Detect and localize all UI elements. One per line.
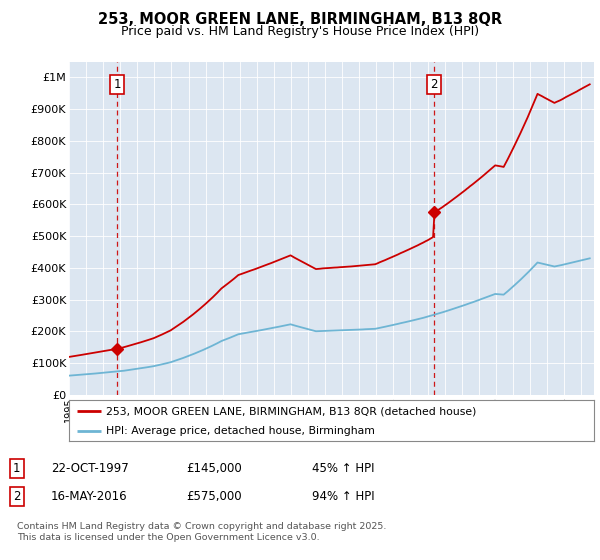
- Text: 1: 1: [113, 78, 121, 91]
- Text: 253, MOOR GREEN LANE, BIRMINGHAM, B13 8QR: 253, MOOR GREEN LANE, BIRMINGHAM, B13 8Q…: [98, 12, 502, 27]
- Text: Price paid vs. HM Land Registry's House Price Index (HPI): Price paid vs. HM Land Registry's House …: [121, 25, 479, 38]
- Text: Contains HM Land Registry data © Crown copyright and database right 2025.
This d: Contains HM Land Registry data © Crown c…: [17, 522, 386, 542]
- Text: HPI: Average price, detached house, Birmingham: HPI: Average price, detached house, Birm…: [106, 426, 374, 436]
- Text: 22-OCT-1997: 22-OCT-1997: [51, 462, 129, 475]
- Text: £145,000: £145,000: [186, 462, 242, 475]
- Text: 253, MOOR GREEN LANE, BIRMINGHAM, B13 8QR (detached house): 253, MOOR GREEN LANE, BIRMINGHAM, B13 8Q…: [106, 407, 476, 416]
- Text: 16-MAY-2016: 16-MAY-2016: [51, 490, 128, 503]
- Text: 94% ↑ HPI: 94% ↑ HPI: [312, 490, 374, 503]
- Text: 1: 1: [13, 462, 20, 475]
- Text: 2: 2: [430, 78, 437, 91]
- Text: 45% ↑ HPI: 45% ↑ HPI: [312, 462, 374, 475]
- Text: £575,000: £575,000: [186, 490, 242, 503]
- Text: 2: 2: [13, 490, 20, 503]
